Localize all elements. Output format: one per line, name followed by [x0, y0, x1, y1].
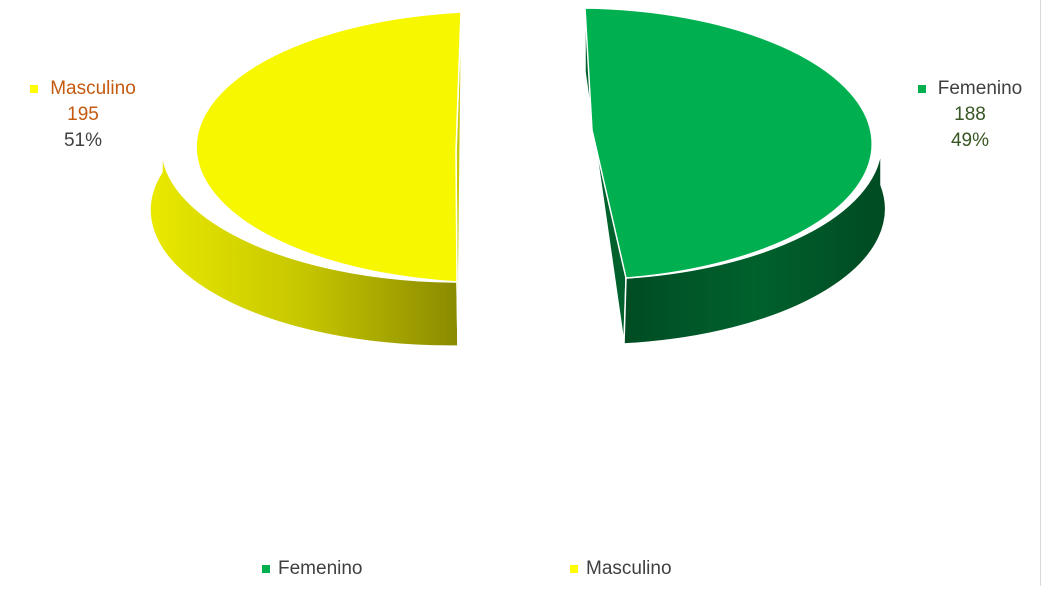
legend-femenino-label: Femenino	[278, 558, 363, 579]
chart-legend: Femenino Masculino	[0, 558, 1040, 586]
pie-slice-femenino	[584, 7, 887, 345]
femenino-side-wall	[623, 149, 887, 345]
legend-masculino-label: Masculino	[586, 558, 672, 579]
data-label-femenino-value: 188	[954, 104, 986, 125]
data-label-femenino-percent: 49%	[950, 130, 990, 151]
data-label-masculino: Masculino 195 51%	[8, 76, 158, 154]
legend-masculino-swatch-icon	[570, 565, 578, 573]
legend-femenino-swatch-icon	[262, 565, 270, 573]
data-label-masculino-name: Masculino	[50, 78, 136, 99]
pie-slice-masculino	[149, 11, 462, 347]
femenino-top	[584, 7, 873, 279]
chart-border	[1040, 0, 1041, 586]
data-label-masculino-value: 195	[67, 104, 99, 125]
masculino-side-wall	[149, 151, 459, 347]
data-label-masculino-percent: 51%	[63, 130, 103, 151]
legend-item-masculino: Masculino	[570, 558, 672, 580]
data-label-femenino-name: Femenino	[937, 78, 1023, 99]
femenino-marker-icon	[917, 85, 926, 93]
masculino-top	[195, 11, 462, 283]
masculino-marker-icon	[30, 85, 39, 93]
data-label-femenino: Femenino 188 49%	[905, 76, 1035, 154]
legend-item-femenino: Femenino	[262, 558, 363, 580]
